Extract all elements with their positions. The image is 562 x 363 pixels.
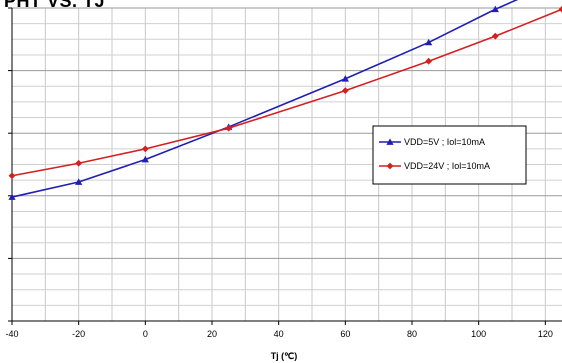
data-point [491, 5, 499, 13]
chart-axes: -40 -20 0 20 40 60 80 100 120 [5, 7, 562, 339]
x-tick-label: 80 [407, 329, 417, 339]
data-point [8, 172, 16, 180]
x-tick-label: 120 [538, 329, 553, 339]
x-tick-label: 100 [471, 329, 486, 339]
series-line [11, 0, 519, 198]
chart-legend: VDD=5V ; Iol=10mA VDD=24V ; Iol=10mA [372, 125, 527, 185]
data-point [425, 57, 433, 65]
data-point [341, 87, 349, 95]
data-point [141, 155, 149, 163]
series-2 [8, 5, 562, 180]
data-point [8, 193, 16, 200]
series-line [11, 8, 562, 177]
x-tick-label: 0 [143, 329, 148, 339]
data-point [225, 124, 233, 132]
legend-label: VDD=24V ; Iol=10mA [404, 161, 490, 171]
data-point [386, 138, 394, 145]
x-tick-label: 20 [207, 329, 217, 339]
x-tick-label: -40 [5, 329, 18, 339]
data-point [491, 32, 499, 40]
data-point [75, 178, 83, 185]
chart-grid [11, 7, 562, 322]
data-point [558, 5, 562, 13]
data-point [425, 38, 433, 46]
page-title: PHT VS. TJ [4, 0, 106, 11]
x-axis-label: Tj (℃) [271, 351, 298, 361]
legend-label: VDD=5V ; Iol=10mA [404, 137, 485, 147]
legend-box [372, 125, 527, 185]
x-tick-label: 60 [340, 329, 350, 339]
x-tick-label: -20 [72, 329, 85, 339]
chart-series [8, 0, 562, 200]
data-point [341, 75, 349, 82]
x-tick-label: 40 [274, 329, 284, 339]
data-point [386, 162, 394, 170]
data-point [141, 145, 149, 153]
data-point [75, 159, 83, 167]
